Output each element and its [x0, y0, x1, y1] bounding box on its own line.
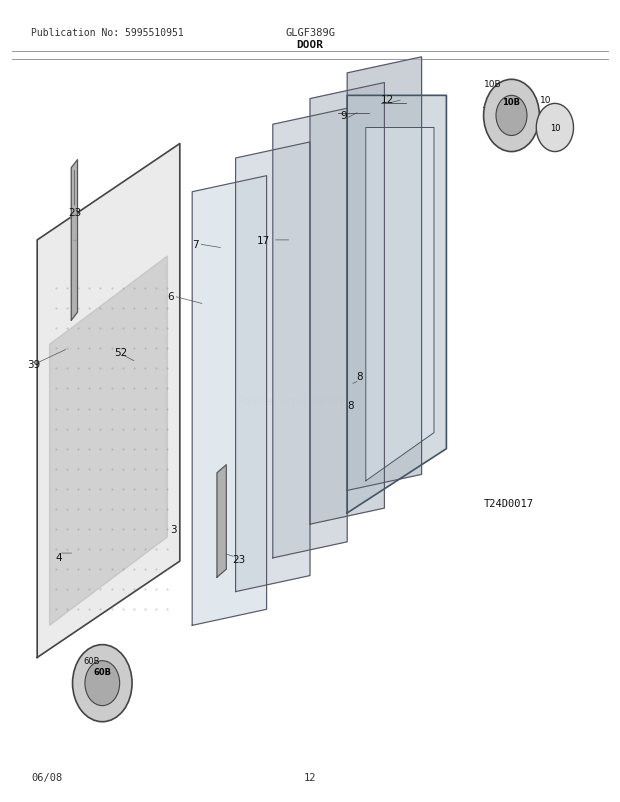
Text: 6: 6 [167, 292, 174, 302]
Circle shape [496, 96, 527, 136]
Text: 10: 10 [550, 124, 560, 133]
Text: 10B: 10B [502, 98, 521, 107]
Text: 8: 8 [356, 372, 363, 382]
Text: T24D0017: T24D0017 [484, 499, 534, 508]
Text: 60B: 60B [93, 666, 112, 676]
Text: GLGF389G: GLGF389G [285, 28, 335, 38]
Text: 23: 23 [68, 208, 81, 217]
Text: 12: 12 [304, 772, 316, 782]
Polygon shape [366, 128, 434, 481]
Polygon shape [37, 144, 180, 658]
Polygon shape [347, 58, 422, 491]
Polygon shape [236, 143, 310, 592]
Polygon shape [347, 96, 446, 513]
Text: 7: 7 [192, 240, 198, 249]
Text: 60B: 60B [84, 656, 100, 666]
Text: 9: 9 [341, 111, 347, 121]
Circle shape [536, 104, 574, 152]
Polygon shape [217, 465, 226, 577]
Polygon shape [192, 176, 267, 626]
Circle shape [85, 661, 120, 706]
Text: 10: 10 [540, 95, 551, 105]
Text: 4: 4 [56, 553, 62, 562]
Text: Publication No: 5995510951: Publication No: 5995510951 [31, 28, 184, 38]
Polygon shape [50, 257, 167, 626]
Text: ReplacementParts.com: ReplacementParts.com [237, 395, 383, 407]
Text: 17: 17 [257, 236, 270, 245]
Circle shape [484, 80, 539, 152]
Text: 8: 8 [347, 400, 353, 410]
Polygon shape [273, 109, 347, 558]
Text: 10B: 10B [484, 79, 502, 89]
Text: 23: 23 [232, 555, 246, 565]
Text: DOOR: DOOR [296, 40, 324, 50]
Text: 39: 39 [27, 360, 41, 370]
Text: 06/08: 06/08 [31, 772, 62, 782]
Text: 3: 3 [170, 525, 177, 534]
Text: 12: 12 [381, 95, 394, 105]
Circle shape [73, 645, 132, 722]
Polygon shape [71, 160, 78, 321]
Polygon shape [310, 83, 384, 525]
Text: 52: 52 [114, 348, 128, 358]
